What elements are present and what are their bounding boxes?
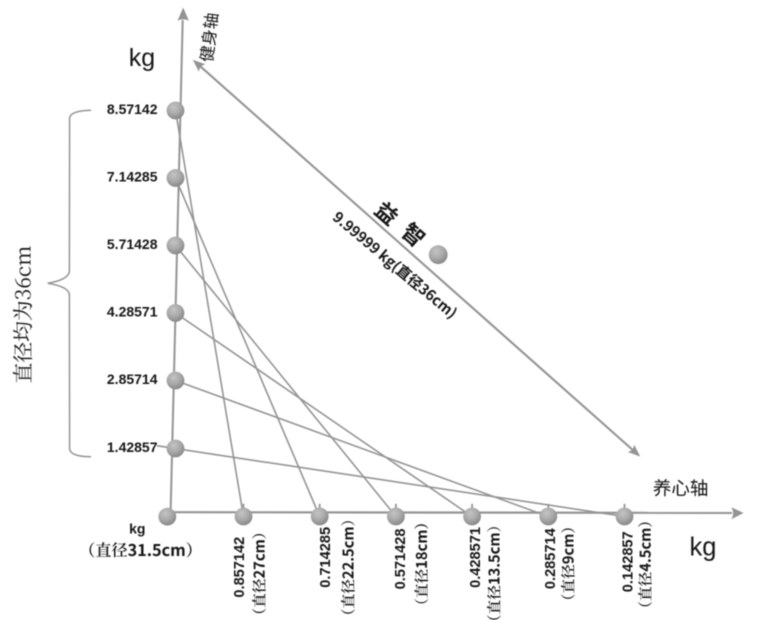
svg-text:0.142857: 0.142857	[620, 531, 636, 592]
svg-text:2.85714: 2.85714	[107, 371, 158, 387]
svg-text:8.57142: 8.57142	[107, 101, 158, 117]
svg-text:kg: kg	[690, 534, 717, 562]
svg-text:5.71428: 5.71428	[107, 236, 158, 252]
svg-text:0.571428: 0.571428	[393, 529, 409, 590]
svg-text:1.42857: 1.42857	[107, 439, 158, 455]
svg-text:0.714285: 0.714285	[318, 527, 334, 588]
svg-text:kg: kg	[129, 44, 155, 72]
svg-text:0.428571: 0.428571	[468, 527, 484, 588]
svg-text:7.14285: 7.14285	[107, 168, 158, 184]
svg-text:0.285714: 0.285714	[543, 527, 559, 589]
svg-text:0.857142: 0.857142	[232, 537, 248, 598]
svg-text:kg: kg	[129, 521, 145, 537]
svg-text:4.28571: 4.28571	[107, 303, 158, 319]
